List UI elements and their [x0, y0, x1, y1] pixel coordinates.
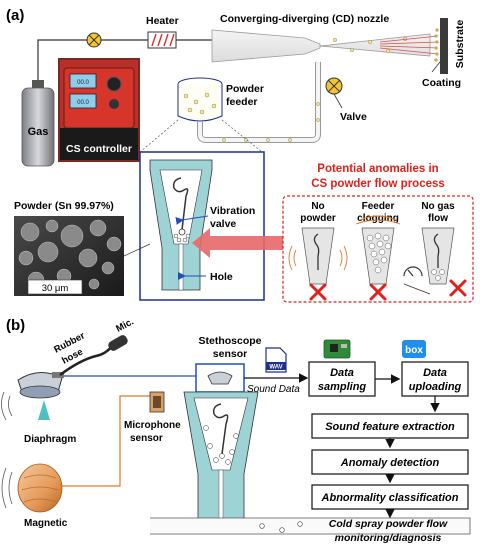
powder-pipe-inner: [198, 62, 320, 142]
classification-label: Abnormality classification: [321, 492, 459, 504]
monitoring-label-line2: monitoring/diagnosis: [335, 532, 442, 544]
steth-sensor-icon: [207, 371, 233, 385]
case-clogging-x-icon: [369, 283, 387, 301]
case-no-powder-x-icon: [309, 283, 327, 301]
data-uploading-label-line1: Data: [423, 367, 447, 379]
magnetic-label: Magnetic: [24, 518, 68, 529]
micsensor-label-line2: sensor: [130, 433, 163, 444]
bottom-pipe-particles: [259, 521, 303, 533]
cs-controller-photo: 00.0 00.0: [58, 58, 140, 162]
classification-box: [311, 484, 469, 510]
substrate-label: Substrate: [454, 20, 466, 69]
wav-file-icon: [265, 347, 287, 373]
case2-label-line2: clogging: [357, 213, 399, 224]
raspberry-pi-icon: [323, 339, 351, 359]
case-no-gas-x-icon: [449, 279, 467, 297]
anomaly-detection-box: [311, 449, 469, 475]
svg-text:00.0: 00.0: [77, 80, 89, 86]
scale-bar-label: 30 μm: [42, 283, 69, 294]
feeder-label-line2: feeder: [226, 96, 258, 108]
feed-valve-icon: [325, 77, 343, 95]
vib-valve-label-line2: valve: [210, 218, 236, 230]
heater-valve-icon: [86, 32, 102, 48]
feature-extraction-box: [311, 413, 469, 439]
diaphragm-label: Diaphragm: [24, 434, 76, 445]
case1-label-line1: No: [311, 201, 324, 212]
panel-b-label: (b): [6, 317, 25, 334]
substrate: [440, 18, 448, 74]
powder-feeder-icon: [177, 77, 223, 122]
microphone-sensor-icon: [149, 391, 165, 413]
gas-label: Gas: [28, 126, 49, 138]
bottom-pipe: [150, 517, 471, 535]
orange-connector: [62, 395, 150, 487]
wav-label: WAV: [269, 365, 282, 371]
case3-label-line1: No gas: [421, 201, 455, 212]
case2-label-line1: Feeder: [362, 201, 395, 212]
vib-valve-label-line1: Vibration: [210, 205, 255, 217]
zoom-lead-right: [221, 119, 263, 153]
hole-label: Hole: [210, 271, 233, 283]
sem-pointer: [123, 243, 151, 257]
data-sampling-label-line2: sampling: [318, 381, 367, 393]
panel-b-valve-drawing: [183, 391, 259, 521]
heater-label: Heater: [146, 15, 179, 27]
nozzle-particles: [332, 36, 408, 54]
powder-sem-image: [14, 216, 124, 296]
anomaly-title-line1: Potential anomalies in: [317, 163, 438, 175]
stethoscope-head-icon: [17, 372, 64, 399]
coating-label: Coating: [422, 77, 461, 89]
gas-cylinder-icon: [21, 80, 55, 167]
teal-arrow: [38, 400, 50, 420]
case1-label-line2: powder: [300, 213, 336, 224]
diaphragm-waves: [1, 391, 13, 421]
anomaly-arrow: [192, 228, 283, 258]
mic-icon: [108, 335, 128, 351]
case-clogging-drawing: [355, 215, 401, 285]
steth-label-line1: Stethoscope: [198, 335, 261, 347]
gauge-icon: [403, 266, 431, 295]
vibration-valve-drawing: [149, 159, 213, 291]
nozzle-label: Converging-diverging (CD) nozzle: [220, 13, 389, 25]
rubber-hose: [59, 345, 113, 377]
cd-nozzle: [211, 29, 431, 63]
micsensor-label-line1: Microphone: [124, 420, 181, 431]
steth-label-line2: sensor: [213, 348, 247, 360]
magnetic-icon: [1, 463, 63, 513]
powder-label: Powder (Sn 99.97%): [14, 200, 114, 212]
controller-label: CS controller: [66, 143, 132, 155]
anomaly-title-line2: CS powder flow process: [311, 178, 445, 190]
valve-pointer: [333, 93, 343, 109]
data-uploading-label-line2: uploading: [409, 381, 462, 393]
anomaly-detection-label: Anomaly detection: [340, 457, 440, 469]
data-sampling-label-line1: Data: [330, 367, 354, 379]
box-logo-icon: [402, 340, 426, 358]
coating-particles: [434, 28, 439, 62]
pipe-particles: [222, 102, 320, 142]
mic-label: Mic.: [114, 316, 135, 334]
feeder-label-line1: Powder: [226, 83, 264, 95]
heater-icon: [147, 31, 177, 49]
panel-a-label: (a): [6, 7, 24, 24]
svg-text:00.0: 00.0: [77, 100, 89, 106]
coating-pointer: [431, 61, 441, 73]
vib-valve-pointer: [175, 215, 209, 225]
box-logo-label: box: [405, 345, 423, 356]
spray-lines: [379, 35, 439, 55]
gas-line: [37, 39, 88, 88]
case3-label-line2: flow: [428, 213, 448, 224]
feature-extraction-label: Sound feature extraction: [325, 421, 455, 433]
monitoring-label-line1: Cold spray powder flow: [329, 518, 448, 530]
case-no-gas-drawing: [421, 227, 455, 285]
data-sampling-box: [308, 361, 376, 397]
sound-data-label: Sound Data: [247, 384, 300, 395]
zoom-lead-left: [139, 119, 179, 153]
data-uploading-box: [401, 361, 469, 397]
valve-label: Valve: [340, 111, 367, 123]
